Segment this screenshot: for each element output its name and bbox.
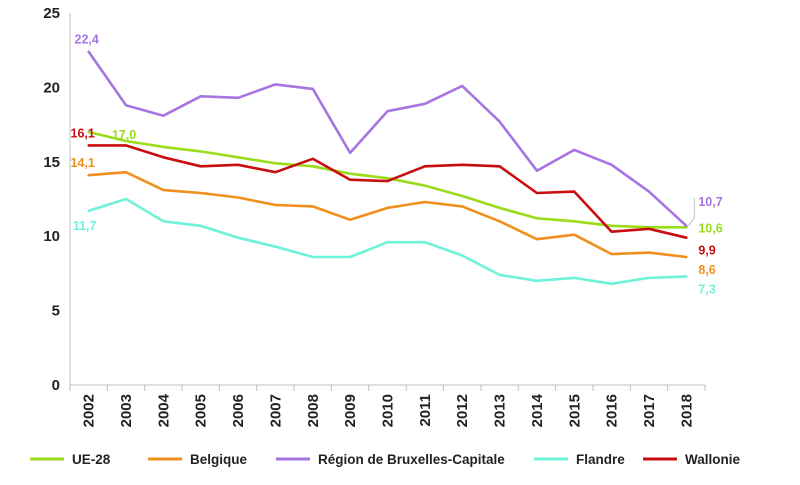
data-label: 10,7	[698, 195, 722, 209]
legend: UE-28 Belgique Région de Bruxelles-Capital…	[30, 452, 740, 467]
y-tick-label: 25	[43, 5, 60, 22]
x-tick-label: 2006	[230, 394, 247, 427]
x-tick-label: 2010	[380, 394, 397, 427]
data-label: 22,4	[75, 33, 99, 47]
y-tick-labels: 0 5 10 15 20 25	[43, 5, 60, 394]
axes	[69, 13, 706, 391]
series-line	[87, 170, 688, 259]
data-labels: 17,0 10,6 14,1 8,6 22,4 10,7 11,7 7,3 16,1 9,9	[71, 33, 723, 297]
legend-label: Région de Bruxelles-Capitale	[318, 452, 505, 467]
legend-item: Belgique	[148, 452, 247, 467]
data-label: 11,7	[73, 219, 97, 233]
x-tick-labels: 2002 2003 2004 2005 2006 2007 2008 2009 2010 2011…	[81, 393, 696, 427]
series-line	[87, 144, 688, 239]
x-tick-label: 2014	[529, 393, 546, 427]
series-line	[87, 197, 688, 286]
x-tick-label: 2009	[342, 394, 359, 427]
x-tick-label: 2004	[155, 393, 172, 427]
legend-item: UE-28	[30, 452, 111, 467]
data-label: 14,1	[71, 156, 95, 170]
y-tick-label: 5	[52, 303, 60, 320]
series-line	[87, 130, 688, 229]
y-tick-label: 20	[43, 79, 60, 96]
x-tick-label: 2018	[678, 394, 695, 427]
x-tick-label: 2011	[417, 394, 434, 427]
x-tick-label: 2012	[454, 394, 471, 427]
x-tick-label: 2017	[641, 394, 658, 427]
x-tick-label: 2008	[305, 394, 322, 427]
legend-label: Flandre	[576, 452, 625, 467]
legend-label: Belgique	[190, 452, 247, 467]
x-tick-label: 2013	[492, 394, 509, 427]
legend-item: Wallonie	[643, 452, 740, 467]
data-label: 9,9	[698, 244, 715, 258]
legend-label: Wallonie	[685, 452, 740, 467]
x-tick-label: 2015	[566, 394, 583, 427]
series-lines	[87, 50, 688, 286]
legend-label: UE-28	[72, 452, 111, 467]
label-leader-line	[687, 197, 695, 227]
data-label: 7,3	[698, 282, 715, 296]
data-label: 17,0	[112, 128, 136, 142]
x-tick-label: 2003	[118, 394, 135, 427]
data-label: 16,1	[71, 126, 95, 140]
data-label: 8,6	[698, 263, 715, 277]
y-tick-label: 10	[43, 228, 60, 245]
y-tick-label: 15	[43, 154, 60, 171]
legend-item: Flandre	[534, 452, 625, 467]
x-tick-label: 2007	[267, 394, 284, 427]
data-label: 10,6	[698, 221, 722, 235]
legend-item: Région de Bruxelles-Capitale	[276, 452, 505, 467]
x-tick-label: 2002	[81, 394, 98, 427]
y-tick-label: 0	[52, 377, 60, 394]
x-tick-label: 2005	[193, 394, 210, 427]
x-tick-label: 2016	[604, 394, 621, 427]
series-line	[87, 50, 688, 228]
